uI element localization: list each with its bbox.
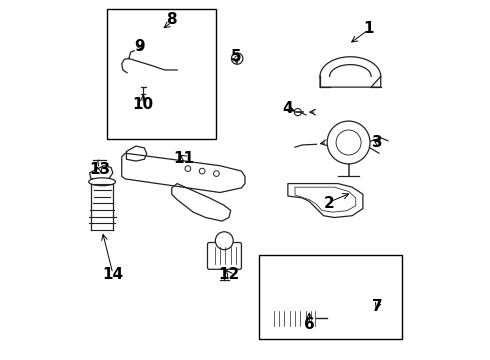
FancyBboxPatch shape bbox=[207, 243, 242, 269]
Text: 11: 11 bbox=[174, 151, 195, 166]
Text: 5: 5 bbox=[231, 49, 242, 64]
Circle shape bbox=[294, 109, 301, 116]
Circle shape bbox=[214, 171, 220, 176]
Text: 13: 13 bbox=[90, 162, 111, 177]
FancyBboxPatch shape bbox=[266, 306, 321, 331]
Text: 10: 10 bbox=[133, 98, 154, 112]
Circle shape bbox=[359, 312, 374, 328]
Text: 8: 8 bbox=[167, 12, 177, 27]
Circle shape bbox=[172, 63, 186, 77]
Circle shape bbox=[336, 130, 361, 155]
Bar bbox=[107, 9, 217, 139]
Text: 9: 9 bbox=[134, 39, 145, 54]
Text: 4: 4 bbox=[283, 101, 293, 116]
Circle shape bbox=[365, 318, 368, 322]
Text: 2: 2 bbox=[323, 196, 334, 211]
Text: 3: 3 bbox=[372, 135, 383, 150]
Text: 6: 6 bbox=[304, 317, 315, 332]
Circle shape bbox=[231, 53, 243, 64]
Text: 7: 7 bbox=[372, 299, 383, 314]
Circle shape bbox=[362, 315, 371, 325]
Circle shape bbox=[199, 168, 205, 174]
Text: 14: 14 bbox=[102, 267, 123, 282]
Circle shape bbox=[175, 66, 182, 73]
Circle shape bbox=[235, 56, 240, 61]
Bar bbox=[259, 255, 402, 339]
Text: 1: 1 bbox=[363, 21, 373, 36]
Ellipse shape bbox=[89, 178, 116, 186]
Circle shape bbox=[327, 121, 370, 164]
Circle shape bbox=[215, 232, 233, 249]
Circle shape bbox=[185, 166, 191, 171]
Text: 12: 12 bbox=[219, 267, 240, 282]
